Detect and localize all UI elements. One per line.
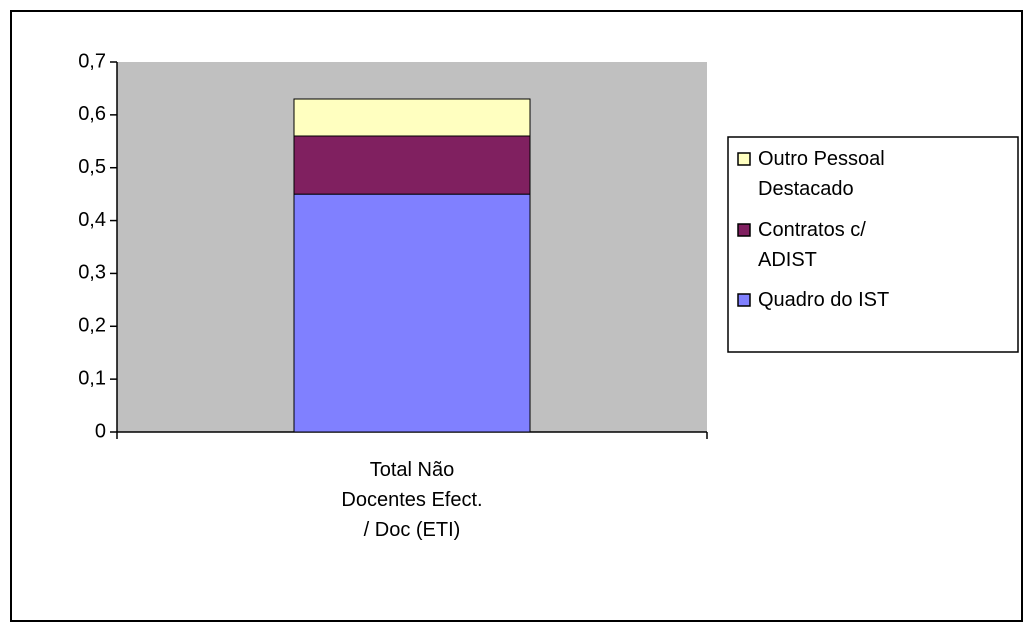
legend-label: Outro Pessoal Destacado	[758, 148, 885, 200]
legend-swatch	[737, 223, 751, 237]
legend-label: Contratos c/ ADIST	[758, 219, 866, 271]
legend-box	[727, 136, 1019, 353]
y-tick-label: 0,7	[78, 50, 106, 72]
x-tick-label: Total Não Docentes Efect. / Doc (ETI)	[341, 459, 483, 541]
y-tick-label: 0,4	[78, 209, 106, 231]
legend-label: Quadro do IST	[758, 289, 890, 311]
bar-segment	[293, 135, 531, 195]
y-tick-label: 0,6	[78, 103, 106, 125]
bar-segment	[293, 98, 531, 137]
bar-segment	[293, 193, 531, 433]
y-tick-label: 0	[95, 420, 106, 442]
y-tick-label: 0,5	[78, 156, 106, 178]
y-tick-label: 0,2	[78, 315, 106, 337]
y-tick-label: 0,1	[78, 367, 106, 389]
y-tick-label: 0,3	[78, 262, 106, 284]
legend-swatch	[737, 152, 751, 166]
legend-swatch	[737, 293, 751, 307]
